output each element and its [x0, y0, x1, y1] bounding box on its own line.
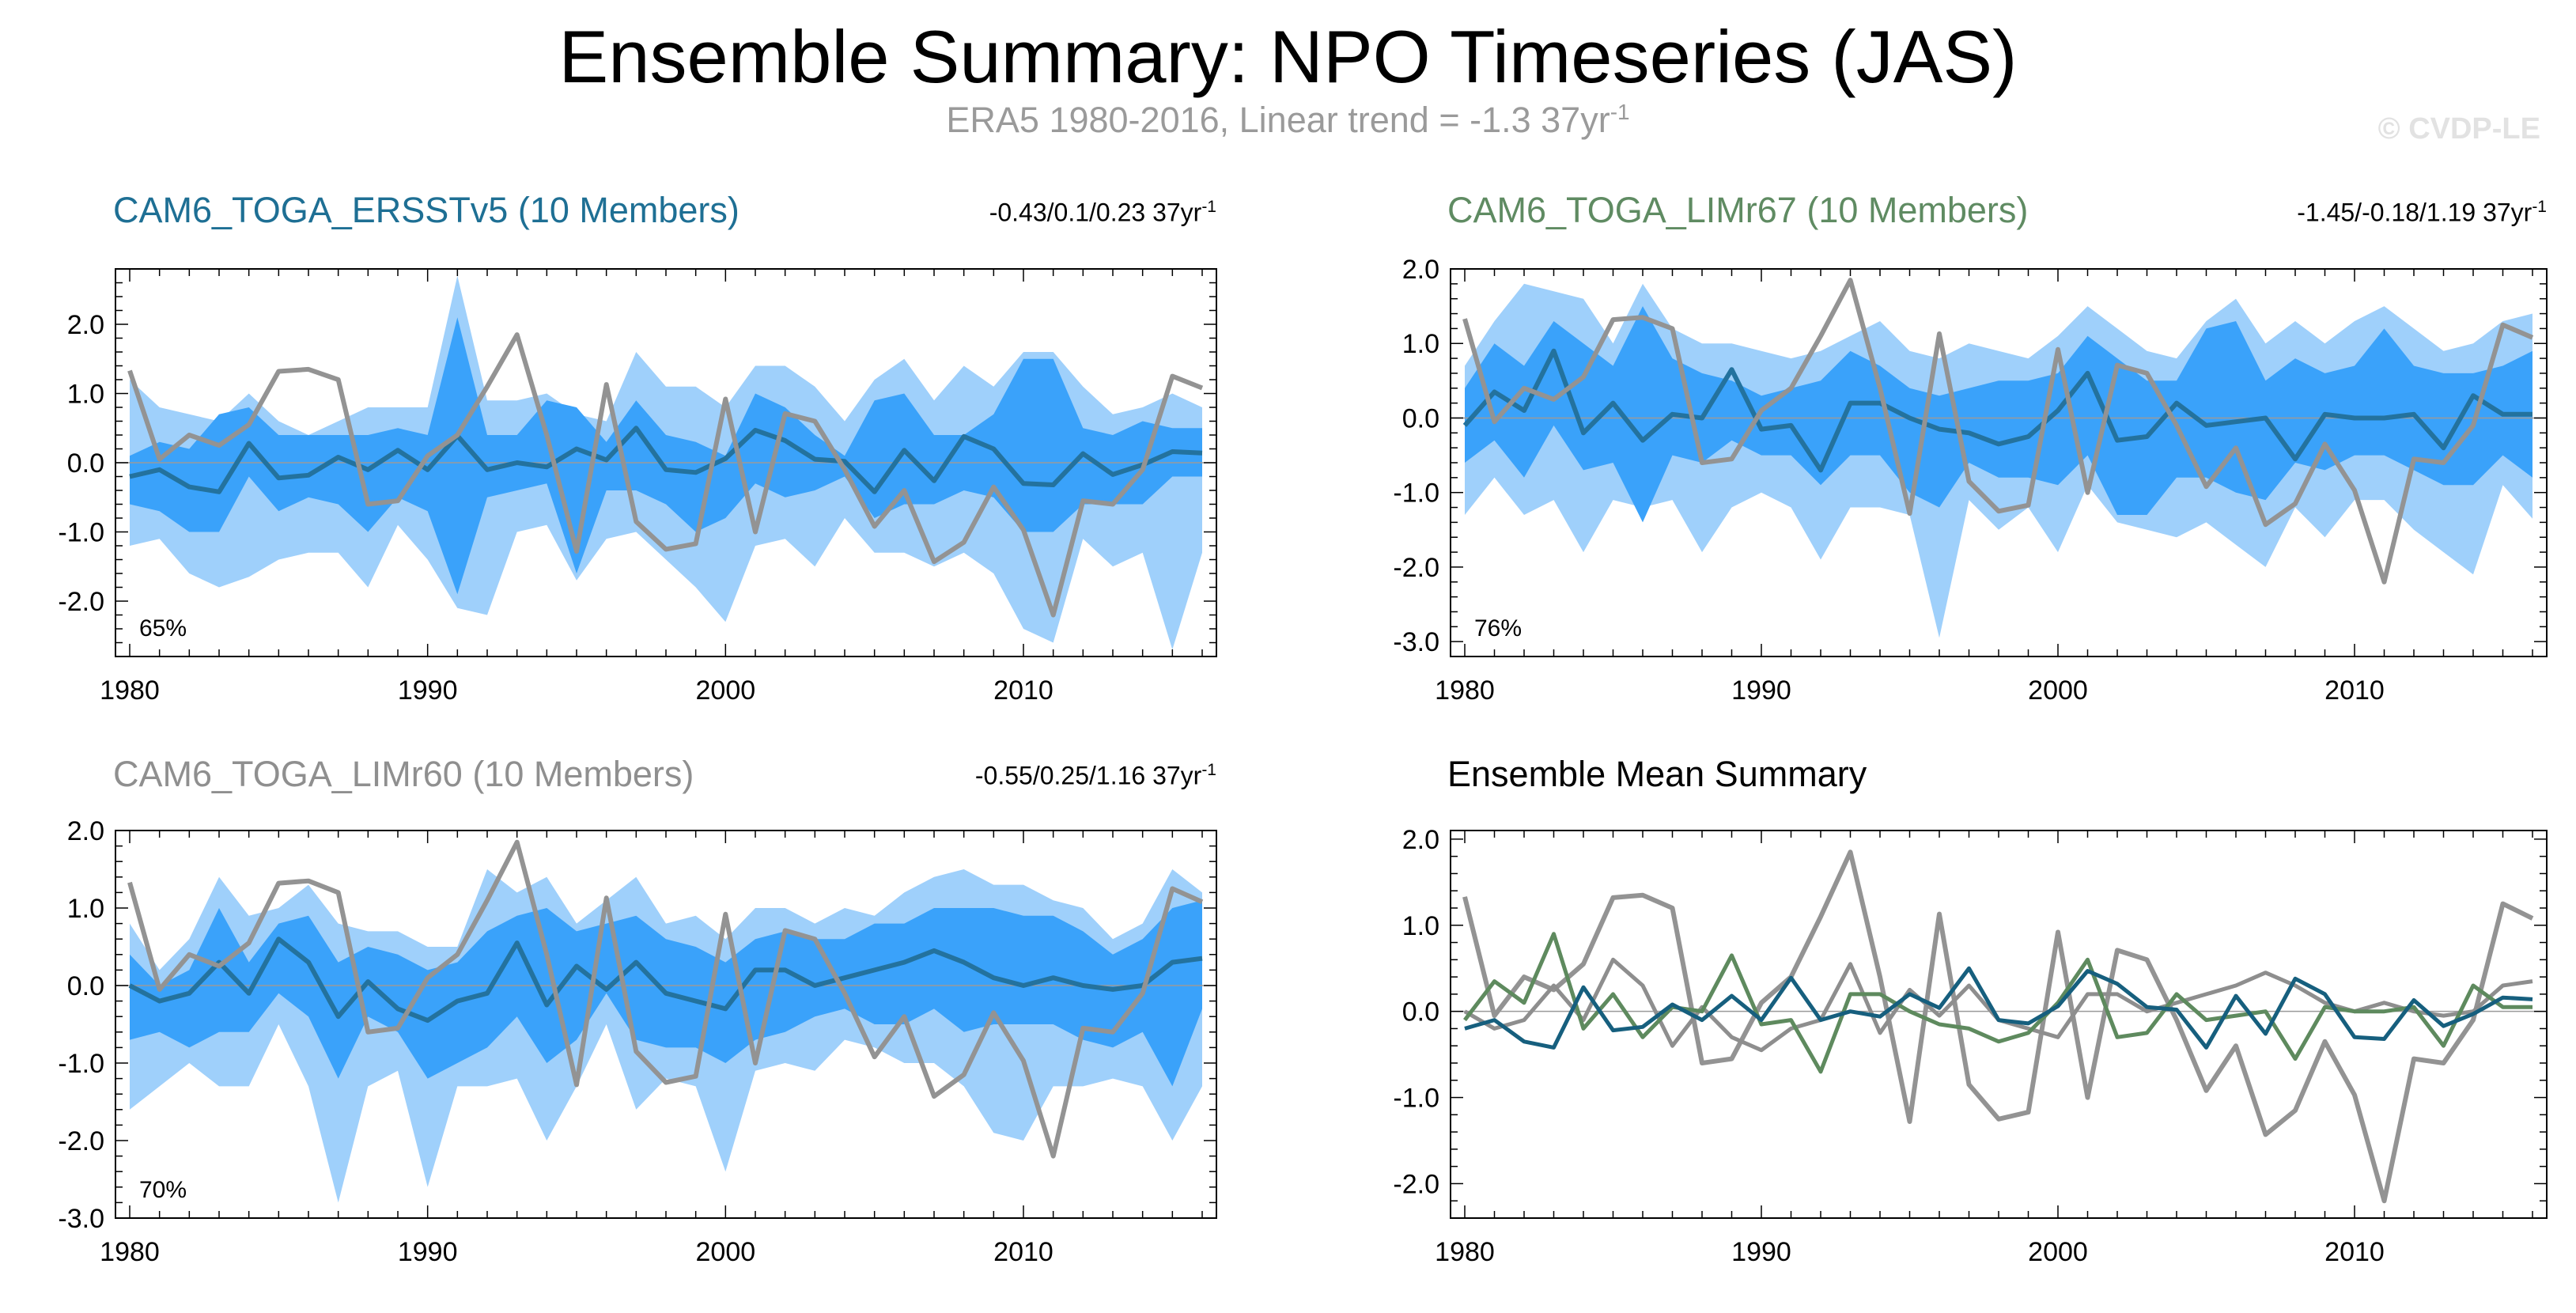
x-tick-label-ersst: 1990: [398, 675, 458, 706]
trend-sup-ersst: -1: [1201, 198, 1216, 216]
trend-text-limr60: -0.55/0.25/1.16 37yr: [974, 761, 1202, 790]
trend-sup-limr67: -1: [2532, 198, 2547, 216]
y-tick-label-summary: -2.0: [1393, 1169, 1439, 1199]
panel-title-summary: Ensemble Mean Summary: [1447, 754, 1867, 794]
y-tick-label-summary: 2.0: [1402, 825, 1439, 855]
y-tick-label-summary: -1.0: [1393, 1084, 1439, 1114]
x-tick-label-limr60: 1980: [100, 1237, 160, 1267]
panel-title-limr67: CAM6_TOGA_LIMr67 (10 Members): [1447, 190, 2029, 230]
band-10-90-limr67: [1465, 306, 2532, 523]
panel-summary: 2.0 1.0 0.0 -1.0 -2.0 1980 1990 2000 2010: [1393, 825, 2548, 1267]
y-tick-label-ersst: 0.0: [67, 448, 104, 479]
y-tick-label-limr67: 2.0: [1402, 255, 1439, 285]
y-tick-label-limr67: -2.0: [1393, 553, 1439, 583]
x-tick-label-limr60: 2010: [993, 1237, 1053, 1267]
trend-sup-limr60: -1: [1201, 761, 1216, 779]
subtitle-sup: -1: [1610, 100, 1630, 124]
y-tick-label-ersst: -2.0: [58, 587, 104, 617]
series-line-era5-summary: [1462, 849, 2534, 1204]
y-tick-label-limr67: -3.0: [1393, 627, 1439, 657]
panel-ersst: 2.0 1.0 0.0 -1.0 -2.0 1980 1990 2000 2010 65%: [58, 268, 1217, 706]
x-tick-label-limr67: 2010: [2324, 675, 2385, 706]
panel-trend-limr67: -1.45/-0.18/1.19 37yr-1: [2175, 198, 2547, 228]
trend-text-ersst: -0.43/0.1/0.23 37yr: [989, 198, 1202, 227]
panel-title-limr60: CAM6_TOGA_LIMr60 (10 Members): [113, 754, 694, 794]
y-tick-label-limr67: 0.0: [1402, 403, 1439, 433]
era5-line-limr67: [1462, 278, 2534, 585]
panel-trend-ersst: -0.43/0.1/0.23 37yr-1: [894, 198, 1216, 228]
percent-label-limr67: 76%: [1474, 615, 1522, 641]
x-tick-label-limr60: 1990: [398, 1237, 458, 1267]
x-tick-label-ersst: 1980: [100, 675, 160, 706]
percent-label-limr60: 70%: [139, 1177, 187, 1203]
x-tick-label-summary: 1980: [1435, 1237, 1495, 1267]
percent-label-ersst: 65%: [139, 615, 187, 641]
y-tick-label-summary: 1.0: [1402, 911, 1439, 941]
era5-line-ersst: [127, 332, 1204, 618]
x-tick-label-ersst: 2010: [993, 675, 1053, 706]
x-tick-label-limr67: 1980: [1435, 675, 1495, 706]
y-tick-label-limr60: 2.0: [67, 816, 104, 846]
era5-line-limr60: [127, 839, 1204, 1159]
y-tick-label-limr67: 1.0: [1402, 329, 1439, 359]
x-tick-label-limr60: 2000: [696, 1237, 756, 1267]
figure-subtitle: ERA5 1980-2016, Linear trend = -1.3 37yr…: [0, 100, 2576, 141]
band-10-90-ersst: [130, 317, 1202, 595]
panel-limr67: 2.0 1.0 0.0 -1.0 -2.0 -3.0 1980 1990 2000 2010 76%: [1393, 255, 2548, 706]
y-tick-label-limr60: 1.0: [67, 894, 104, 924]
y-tick-label-limr60: -1.0: [58, 1049, 104, 1079]
y-tick-label-limr60: 0.0: [67, 971, 104, 1001]
series-line-ersst-summary: [1464, 966, 2533, 1050]
x-tick-label-limr67: 1990: [1731, 675, 1791, 706]
y-tick-label-limr60: -2.0: [58, 1126, 104, 1156]
plot-frame-summary: [1450, 830, 2548, 1219]
ensemble-mean-line-limr67: [1462, 348, 2532, 473]
y-tick-label-ersst: 1.0: [67, 380, 104, 410]
figure-title: Ensemble Summary: NPO Timeseries (JAS): [558, 15, 2018, 98]
panel-title-ersst: CAM6_TOGA_ERSSTv5 (10 Members): [113, 190, 740, 230]
ensemble-mean-line-limr60: [128, 937, 1203, 1024]
y-tick-label-limr60: -3.0: [58, 1204, 104, 1234]
panel-trend-limr60: -0.55/0.25/1.16 37yr-1: [870, 761, 1216, 791]
x-tick-label-summary: 2010: [2324, 1237, 2385, 1267]
y-tick-label-ersst: 2.0: [67, 310, 104, 340]
y-tick-label-summary: 0.0: [1402, 997, 1439, 1027]
x-tick-label-ersst: 2000: [696, 675, 756, 706]
trend-text-limr67: -1.45/-0.18/1.19 37yr: [2297, 198, 2532, 227]
x-tick-label-summary: 1990: [1731, 1237, 1791, 1267]
subtitle-text: ERA5 1980-2016, Linear trend = -1.3 37yr: [946, 100, 1610, 140]
ensemble-mean-line-ersst: [129, 426, 1203, 494]
series-line-limr67-summary: [1463, 932, 2532, 1074]
x-tick-label-summary: 2000: [2028, 1237, 2088, 1267]
x-tick-label-limr67: 2000: [2028, 675, 2088, 706]
copyright-watermark: © CVDP-LE: [2377, 112, 2540, 146]
y-tick-label-limr67: -1.0: [1393, 479, 1439, 509]
y-tick-label-ersst: -1.0: [58, 518, 104, 548]
